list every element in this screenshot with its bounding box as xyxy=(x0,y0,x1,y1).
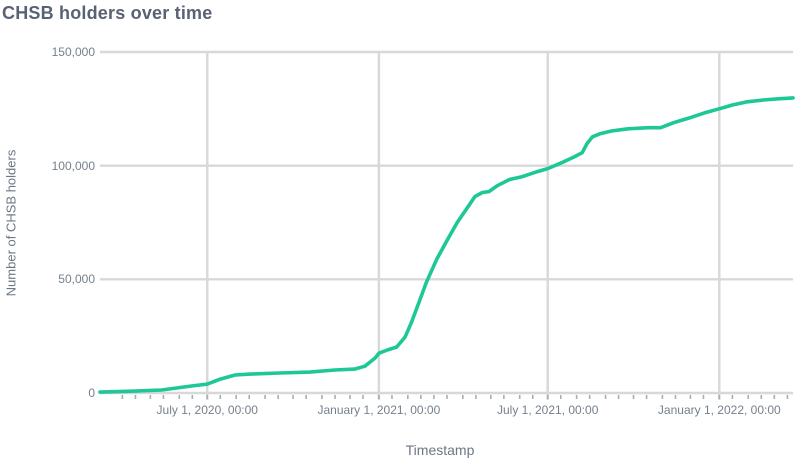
x-tick-label: January 1, 2021, 00:00 xyxy=(317,403,441,417)
y-tick-label: 50,000 xyxy=(58,272,95,287)
y-axis-title: Number of CHSB holders xyxy=(3,149,19,297)
x-tick-label: July 1, 2021, 00:00 xyxy=(496,403,599,417)
chart-title: CHSB holders over time xyxy=(2,3,213,23)
y-tick-label: 0 xyxy=(88,386,95,400)
x-tick-label: July 1, 2020, 00:00 xyxy=(156,403,258,417)
y-tick-label: 150,000 xyxy=(51,45,95,59)
x-tick-label: January 1, 2022, 00:00 xyxy=(657,403,781,417)
x-axis-title: Timestamp xyxy=(405,442,475,458)
data-series-line xyxy=(98,96,795,394)
y-tick-label: 100,000 xyxy=(51,158,95,173)
